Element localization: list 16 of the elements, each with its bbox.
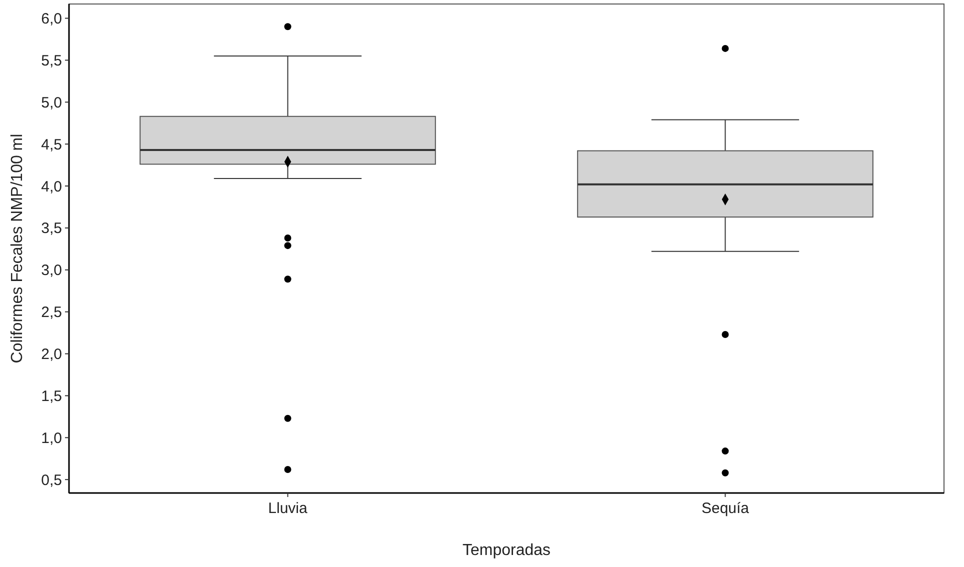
x-axis-title: Temporadas [462,542,551,559]
y-tick-label: 0,5 [41,472,62,489]
y-tick-label: 1,0 [41,430,62,447]
x-tick-label: Sequía [701,500,750,517]
y-tick-label: 3,0 [41,262,62,280]
y-tick-label: 6,0 [41,10,62,28]
y-tick-label: 1,5 [41,388,62,405]
x-tick-label: Lluvia [268,500,308,517]
y-axis-title: Coliformes Fecales NMP/100 ml [9,134,26,364]
y-tick-label: 4,5 [41,136,62,154]
y-tick-label: 2,5 [41,304,62,322]
y-tick-label: 5,0 [41,94,62,112]
y-tick-label: 2,0 [41,346,62,364]
y-tick-label: 5,5 [41,52,62,70]
y-tick-label: 4,0 [41,178,62,196]
y-tick-label: 3,5 [41,220,62,238]
